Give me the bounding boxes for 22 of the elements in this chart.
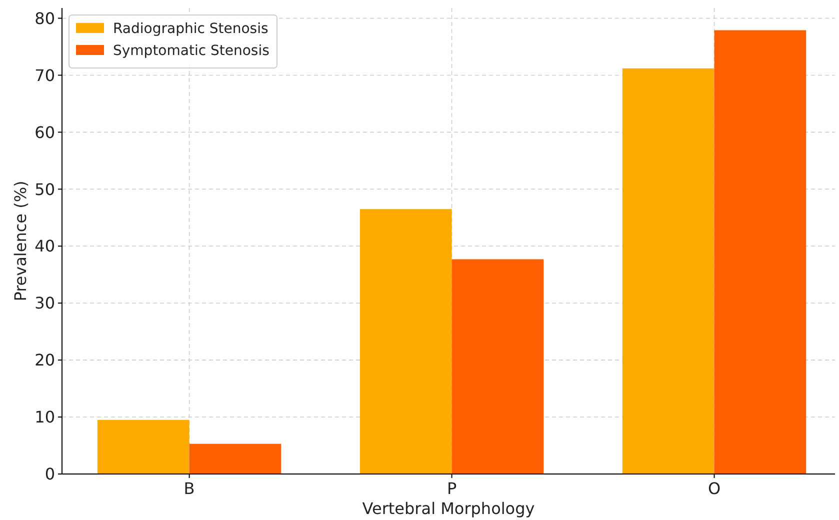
y-tick-label: 30 (34, 294, 55, 313)
bar (452, 259, 544, 474)
x-tick-label: B (184, 479, 195, 498)
bar (622, 68, 714, 474)
bar (189, 444, 282, 474)
y-axis-title: Prevalence (%) (11, 180, 30, 302)
y-tick-label: 70 (34, 66, 55, 85)
bar (97, 420, 190, 474)
bar (360, 209, 452, 474)
bar (714, 30, 806, 474)
x-tick-label: O (708, 479, 721, 498)
x-axis-title: Vertebral Morphology (362, 499, 535, 518)
y-tick-label: 80 (34, 8, 55, 28)
y-tick-label: 60 (34, 122, 55, 142)
legend-label: Radiographic Stenosis (113, 20, 268, 37)
y-tick-label: 20 (34, 350, 55, 370)
y-tick-label: 40 (34, 236, 55, 256)
legend-label: Symptomatic Stenosis (113, 42, 270, 59)
y-tick-label: 10 (34, 408, 55, 427)
x-tick-label: P (446, 479, 457, 498)
y-tick-label: 50 (34, 180, 55, 199)
y-tick-label: 0 (44, 464, 55, 484)
